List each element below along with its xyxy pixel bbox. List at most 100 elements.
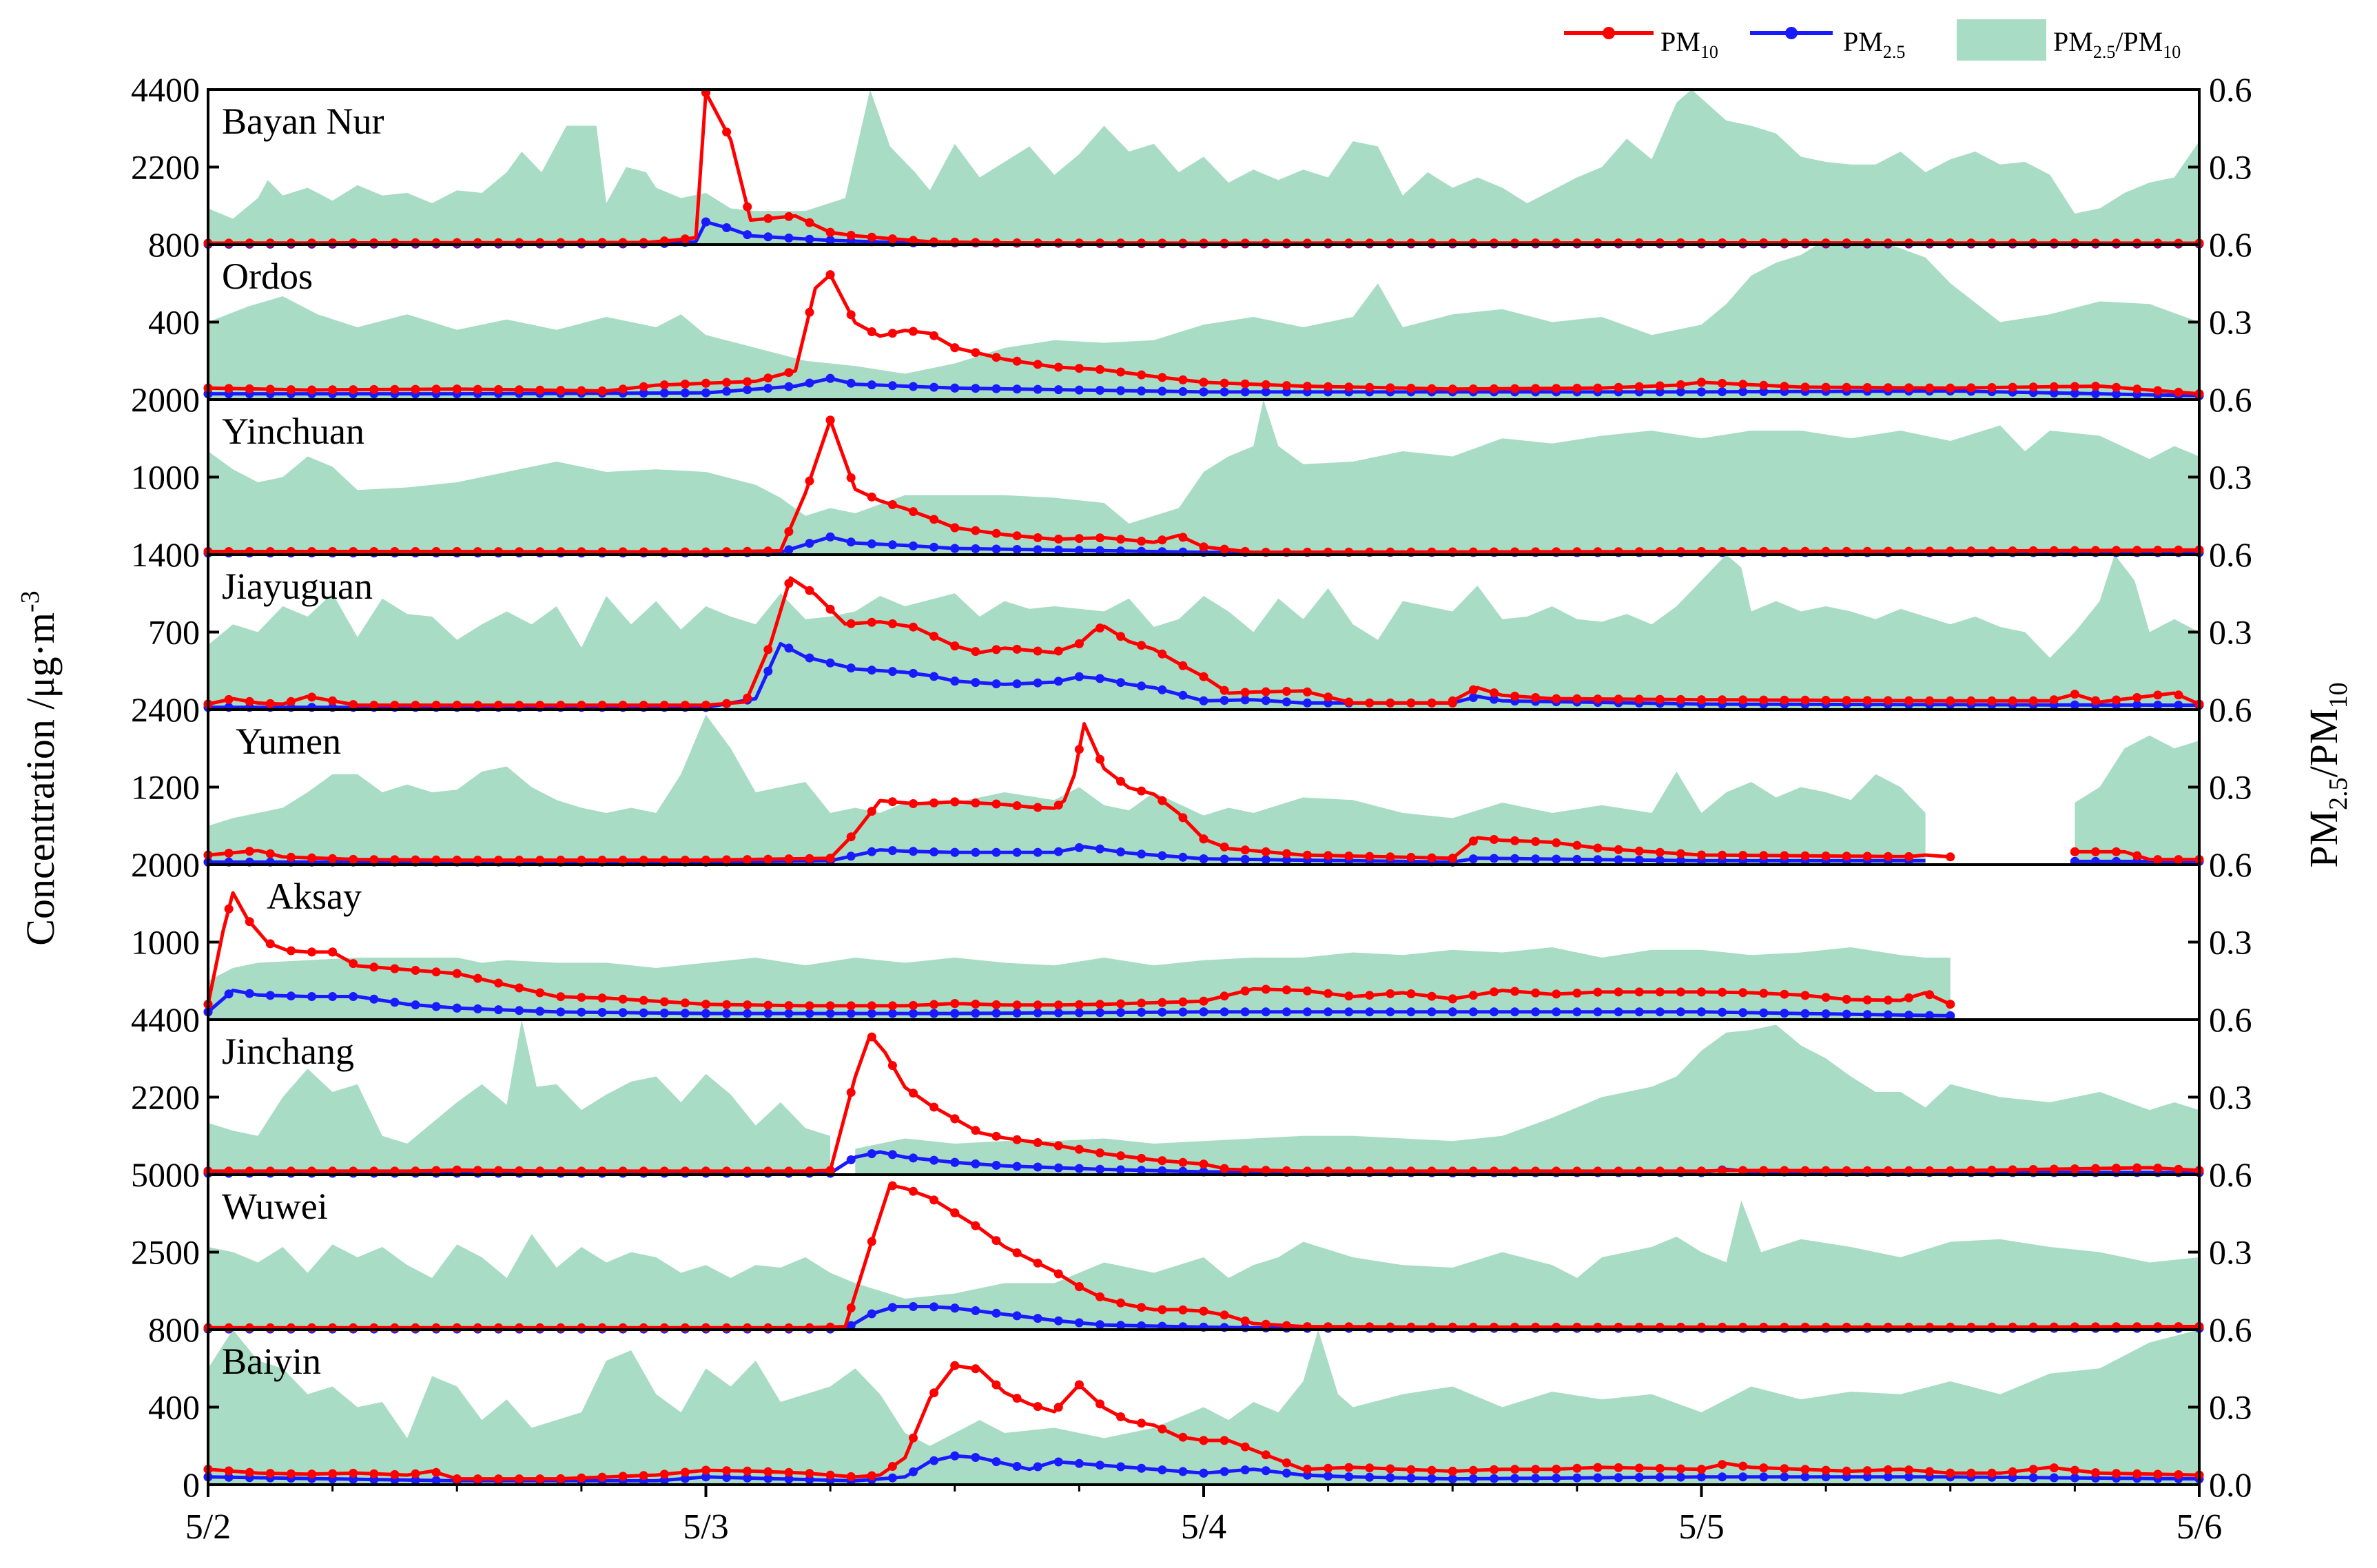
- pm25-point-jiayuguan: [1137, 681, 1146, 691]
- station-label-aksay: Aksay: [267, 876, 362, 917]
- pm10-point-bayan-nur: [307, 238, 316, 248]
- pm25-point-jinchang: [1137, 1166, 1146, 1175]
- pm10-point-jinchang: [825, 1166, 835, 1175]
- pm25-point-aksay: [494, 1005, 503, 1015]
- station-label-ordos: Ordos: [222, 256, 313, 297]
- pm10-point-ordos: [909, 327, 918, 336]
- pm10-point-jiayuguan: [369, 701, 379, 710]
- pm10-markers-ordos-0: [203, 270, 2204, 399]
- pm25-point-baiyin: [1074, 1458, 1084, 1468]
- pm25-point-aksay: [1552, 1007, 1561, 1017]
- right-tick-label-baiyin-0: 0.6: [2209, 1310, 2252, 1349]
- pm10-point-jiayuguan: [1510, 692, 1520, 701]
- pm25-point-aksay: [1800, 1009, 1810, 1018]
- pm10-point-ordos: [1344, 382, 1354, 392]
- pm10-point-ordos: [1510, 384, 1520, 393]
- pm10-point-baiyin: [825, 1470, 835, 1480]
- pm10-point-aksay: [867, 1001, 876, 1011]
- pm25-point-baiyin: [701, 1472, 710, 1482]
- pm25-point-ordos: [680, 388, 690, 398]
- pm10-point-baiyin: [1572, 1463, 1582, 1473]
- pm25-point-aksay: [1883, 1010, 1893, 1020]
- pm25-point-aksay: [597, 1008, 607, 1017]
- pm10-point-jiayuguan: [1324, 692, 1333, 702]
- pm25-point-jinchang: [846, 1155, 856, 1164]
- pm25-point-aksay: [535, 1007, 545, 1016]
- pm10-point-aksay: [1490, 987, 1499, 997]
- pm10-point-jiayuguan: [390, 701, 400, 710]
- station-label-jiayuguan: Jiayuguan: [222, 566, 373, 607]
- pm10-point-yumen: [1178, 813, 1188, 823]
- pm25-point-jinchang: [867, 1149, 876, 1159]
- x-tick-label-1: 5/3: [683, 1507, 728, 1547]
- pm10-point-baiyin: [1116, 1412, 1126, 1421]
- left-tick-label-yinchuan-0: 2000: [131, 380, 200, 419]
- pm10-point-yumen: [265, 849, 275, 858]
- right-tick-label-bayan-nur-1: 0.3: [2209, 148, 2252, 187]
- pm10-point-bayan-nur: [1261, 238, 1270, 248]
- pm10-point-ordos: [349, 385, 358, 395]
- x-tick-label-3: 5/5: [1678, 1507, 1724, 1547]
- pm25-point-jiayuguan: [805, 653, 814, 663]
- pm25-point-baiyin: [784, 1474, 794, 1484]
- pm25-point-ordos: [1261, 387, 1270, 397]
- left-tick-label-jinchang-0: 4400: [131, 1000, 200, 1039]
- pm10-point-yumen: [1365, 852, 1375, 861]
- pm10-point-baiyin: [1220, 1436, 1229, 1445]
- pm10-point-baiyin: [452, 1474, 462, 1484]
- pm10-point-jiayuguan: [1966, 696, 1976, 705]
- pm10-point-baiyin: [535, 1474, 545, 1484]
- pm10-point-yumen: [618, 856, 628, 865]
- pm10-point-jiayuguan: [1697, 695, 1706, 705]
- pm25-point-aksay: [784, 1009, 794, 1018]
- pm25-point-jinchang: [1012, 1162, 1022, 1171]
- pm25-point-ordos: [1053, 385, 1063, 395]
- pm10-point-yumen: [473, 856, 482, 865]
- pm10-point-baiyin: [1780, 1464, 1789, 1474]
- pm10-point-bayan-nur: [722, 127, 732, 137]
- left-tick-label-yinchuan-1: 1000: [131, 458, 200, 497]
- pm10-point-jinchang: [2070, 1164, 2079, 1174]
- pm10-point-jiayuguan: [1634, 694, 1644, 704]
- pm25-point-baiyin: [1282, 1468, 1291, 1478]
- left-axis-title-text: Concentration /μg·m: [18, 612, 63, 946]
- pm10-point-wuwei: [991, 1236, 1001, 1246]
- pm10-point-yumen: [722, 855, 732, 865]
- pm25-point-baiyin: [1593, 1473, 1603, 1483]
- pm10-point-aksay: [1634, 987, 1644, 997]
- pm25-point-yumen: [1033, 847, 1042, 857]
- pm10-point-aksay: [991, 1000, 1001, 1009]
- pm25-point-aksay: [991, 1009, 1001, 1018]
- pm25-point-yumen: [1053, 847, 1063, 856]
- pm10-point-aksay: [556, 992, 566, 1002]
- pm10-point-jiayuguan: [722, 699, 732, 708]
- pm25-point-jinchang: [909, 1153, 918, 1163]
- pm10-point-jinchang: [494, 1166, 503, 1175]
- pm25-point-wuwei: [1095, 1320, 1104, 1330]
- pm25-point-baiyin: [1697, 1472, 1706, 1482]
- pm10-point-ordos: [1033, 360, 1042, 369]
- pm25-point-wuwei: [867, 1309, 876, 1319]
- pm10-point-yinchuan: [991, 528, 1001, 538]
- pm10-point-wuwei: [1074, 1282, 1084, 1292]
- pm10-point-aksay: [473, 973, 482, 983]
- pm10-point-yinchuan: [950, 523, 960, 533]
- pm10-point-jinchang: [2153, 1164, 2163, 1173]
- pm25-point-ordos: [1220, 387, 1229, 397]
- pm10-point-aksay: [887, 1001, 897, 1011]
- pm10-point-jiayuguan: [556, 701, 566, 710]
- pm25-point-yumen: [1531, 854, 1541, 864]
- pm10-point-yinchuan: [1012, 531, 1022, 541]
- pm10-point-yinchuan: [929, 515, 939, 524]
- pm25-point-aksay: [1448, 1007, 1457, 1017]
- pm25-point-aksay: [1157, 1007, 1167, 1017]
- pm10-point-aksay: [1572, 989, 1582, 998]
- pm10-point-ordos: [867, 327, 876, 336]
- pm10-point-jinchang: [1116, 1151, 1126, 1161]
- pm10-point-ordos: [722, 378, 732, 387]
- pm10-point-jinchang: [431, 1166, 441, 1175]
- pm10-point-jiayuguan: [1137, 641, 1146, 650]
- pm10-point-yumen: [494, 856, 503, 865]
- pm10-point-bayan-nur: [1821, 238, 1831, 248]
